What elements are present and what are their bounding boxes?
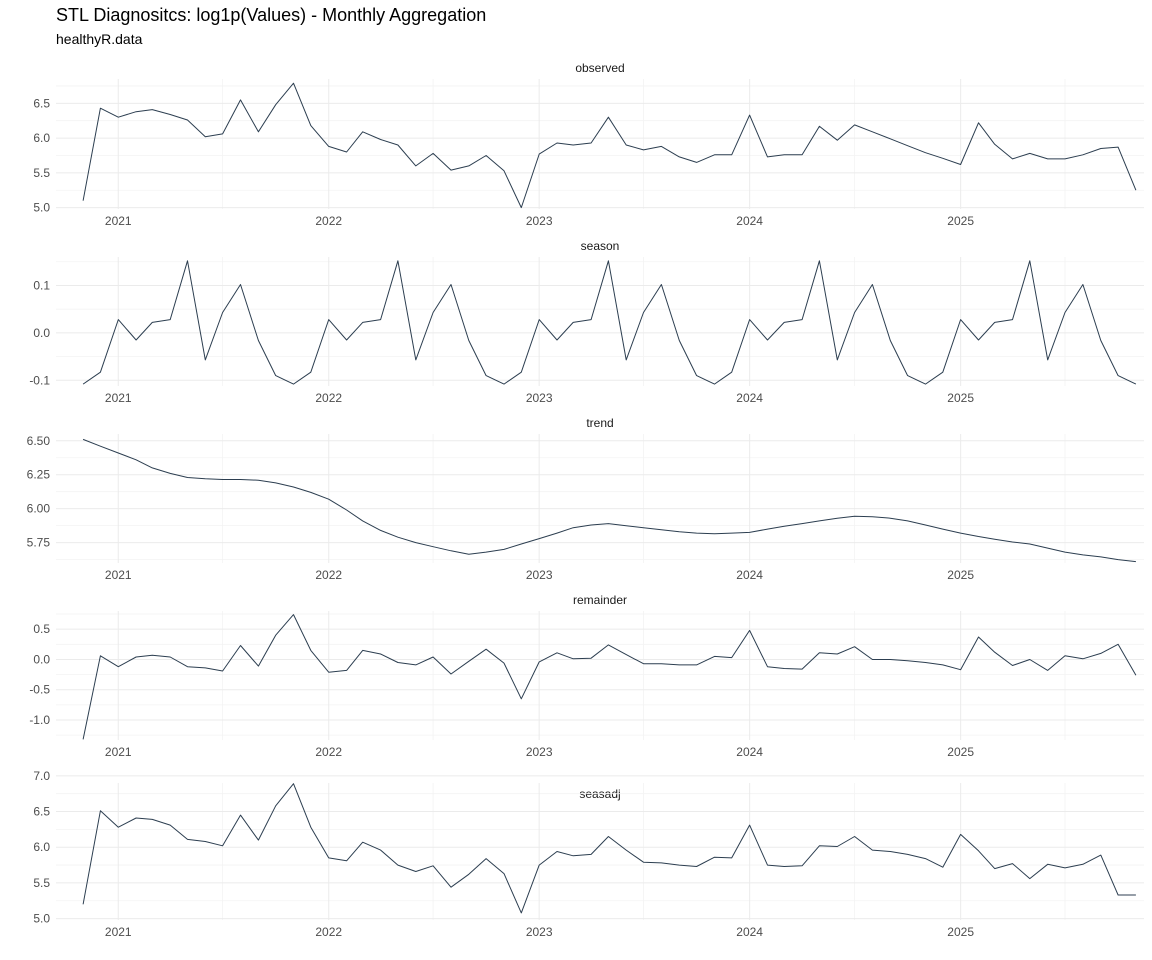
series-line-trend	[82, 438, 1136, 563]
y-tick-label: 0.5	[33, 622, 50, 636]
x-tick-label: 2024	[736, 214, 763, 228]
y-tick-label: 0.0	[33, 652, 50, 666]
y-tick-label: 6.5	[33, 96, 50, 110]
y-tick-label: 7.0	[33, 769, 50, 783]
y-tick-label: 5.5	[33, 166, 50, 180]
x-tick-label: 2025	[947, 568, 974, 582]
y-tick-label: -0.5	[29, 683, 50, 697]
series-line-remainder	[82, 614, 1137, 740]
x-tick-label: 2021	[105, 568, 132, 582]
x-tick-label: 2024	[736, 391, 763, 405]
y-tick-label: 6.25	[27, 468, 51, 482]
y-tick-label: 6.0	[33, 131, 50, 145]
x-tick-label: 2022	[315, 925, 342, 939]
strip-label-remainder: remainder	[573, 593, 627, 607]
x-tick-label: 2021	[105, 391, 132, 405]
x-tick-label: 2022	[315, 745, 342, 759]
y-tick-label: 6.50	[27, 434, 51, 448]
x-tick-label: 2024	[736, 745, 763, 759]
x-tick-label: 2023	[526, 214, 553, 228]
x-tick-label: 2024	[736, 925, 763, 939]
y-tick-label: 6.00	[27, 502, 51, 516]
series-line-season	[82, 260, 1137, 385]
y-tick-label: 6.0	[33, 840, 50, 854]
x-tick-label: 2023	[526, 391, 553, 405]
x-tick-label: 2022	[315, 214, 342, 228]
chart-title: STL Diagnositcs: log1p(Values) - Monthly…	[56, 5, 487, 25]
x-tick-label: 2025	[947, 391, 974, 405]
x-tick-label: 2023	[526, 745, 553, 759]
x-tick-label: 2021	[105, 925, 132, 939]
strip-label-season: season	[581, 239, 620, 253]
x-tick-label: 2024	[736, 568, 763, 582]
chart-subtitle: healthyR.data	[56, 31, 143, 47]
y-tick-label: 5.0	[33, 201, 50, 215]
strip-label-observed: observed	[575, 61, 624, 75]
y-tick-label: -0.1	[29, 373, 50, 387]
x-tick-label: 2023	[526, 925, 553, 939]
x-tick-label: 2022	[315, 568, 342, 582]
x-tick-label: 2023	[526, 568, 553, 582]
panel-season: season -0.1 0.0 0.1 2021 2022 2023 2024 2025	[29, 239, 1144, 405]
y-tick-label: 0.1	[33, 278, 50, 292]
panel-observed: observed 5.0 5.5 6.0 6.5 2021 2022 2023 2024 2025	[33, 61, 1144, 228]
x-tick-label: 2022	[315, 391, 342, 405]
panel-trend: trend 5.75 6.00 6.25 6.50 2021 2022 2023 2024 202…	[27, 416, 1144, 582]
y-tick-label: 5.5	[33, 876, 50, 890]
panel-remainder: remainder -1.0 -0.5 0.0 0.5 2021 2022 2023 2024 2…	[29, 593, 1144, 759]
y-tick-label: 0.0	[33, 326, 50, 340]
x-tick-label: 2025	[947, 214, 974, 228]
y-tick-label: 6.5	[33, 805, 50, 819]
x-tick-label: 2021	[105, 745, 132, 759]
x-tick-label: 2025	[947, 745, 974, 759]
strip-label-trend: trend	[586, 416, 613, 430]
y-tick-label: 5.75	[27, 536, 51, 550]
x-tick-label: 2021	[105, 214, 132, 228]
series-line-seasadj	[82, 783, 1136, 914]
y-tick-label: -1.0	[29, 713, 50, 727]
x-tick-label: 2025	[947, 925, 974, 939]
series-line-observed	[82, 82, 1137, 209]
y-tick-label: 5.0	[33, 912, 50, 926]
